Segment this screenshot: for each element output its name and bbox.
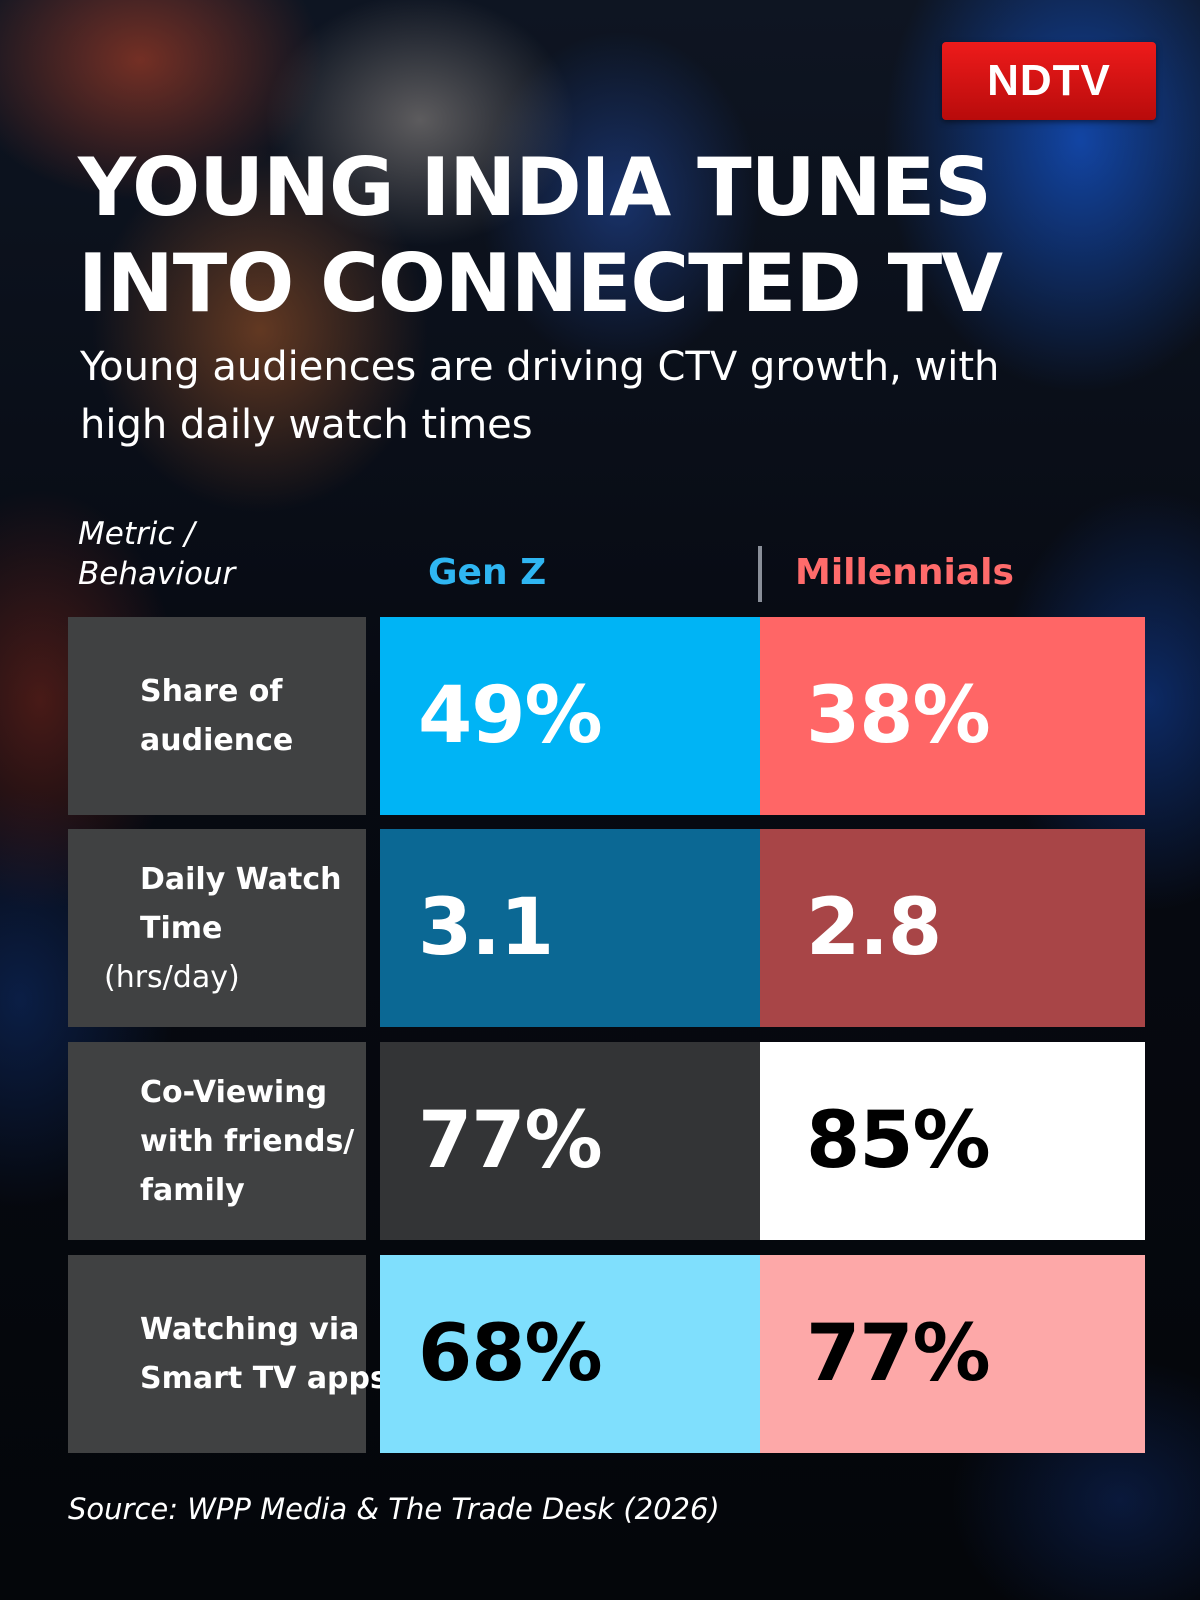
column-header-millennials: Millennials <box>795 552 1014 593</box>
table-row-smart-tv-apps: Watching via Smart TV apps 68% 77% <box>0 1255 1200 1453</box>
millennials-value-cell: 38% <box>760 617 1145 815</box>
millennials-value: 38% <box>806 671 991 761</box>
genz-value: 68% <box>418 1309 603 1399</box>
metric-label-cell: Daily Watch Time (hrs/day) <box>68 829 366 1027</box>
page-subtitle: Young audiences are driving CTV growth, … <box>80 344 1000 448</box>
logo-text: NDTV <box>987 56 1111 105</box>
millennials-value: 85% <box>806 1096 991 1186</box>
metric-label: Watching via Smart TV apps <box>140 1312 388 1396</box>
genz-value-cell: 68% <box>380 1255 760 1453</box>
millennials-value-cell: 77% <box>760 1255 1145 1453</box>
table-row-co-viewing: Co-Viewing with friends/ family 77% 85% <box>0 1042 1200 1240</box>
genz-value: 3.1 <box>418 883 554 973</box>
metric-label-cell: Co-Viewing with friends/ family <box>68 1042 366 1240</box>
metric-label: Co-Viewing with friends/ family <box>140 1074 355 1208</box>
page-title: YOUNG INDIA TUNES INTO CONNECTED TV <box>78 141 1003 330</box>
genz-value-cell: 3.1 <box>380 829 760 1027</box>
source-note: Source: WPP Media & The Trade Desk (2026… <box>68 1492 720 1526</box>
millennials-value: 77% <box>806 1309 991 1399</box>
ndtv-logo: NDTV <box>942 42 1156 120</box>
metric-label-cell: Share of audience <box>68 617 366 815</box>
genz-value-cell: 77% <box>380 1042 760 1240</box>
genz-value: 77% <box>418 1096 603 1186</box>
genz-value-cell: 49% <box>380 617 760 815</box>
header-divider <box>758 546 762 602</box>
column-header-metric: Metric / Behaviour <box>78 516 236 592</box>
column-header-genz: Gen Z <box>428 552 547 593</box>
genz-value: 49% <box>418 671 603 761</box>
millennials-value-cell: 2.8 <box>760 829 1145 1027</box>
millennials-value: 2.8 <box>806 883 942 973</box>
table-row-daily-watch-time: Daily Watch Time (hrs/day) 3.1 2.8 <box>0 829 1200 1027</box>
metric-label: Daily Watch Time <box>140 861 342 946</box>
millennials-value-cell: 85% <box>760 1042 1145 1240</box>
metric-unit: (hrs/day) <box>104 959 240 995</box>
metric-label: Share of audience <box>140 674 294 758</box>
metric-label-cell: Watching via Smart TV apps <box>68 1255 388 1453</box>
table-row-share-of-audience: Share of audience 49% 38% <box>0 617 1200 815</box>
